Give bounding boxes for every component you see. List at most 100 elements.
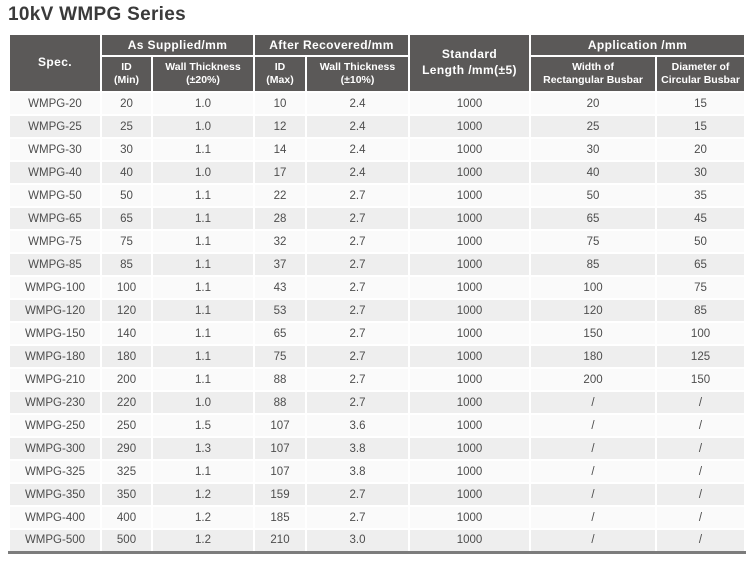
spec-table: Spec. As Supplied/mm After Recovered/mm … [8, 33, 747, 554]
table-row: WMPG-500 500 1.2 210 3.0 1000// [8, 528, 747, 553]
cell-standard_length: 1000 [408, 482, 532, 507]
cell-wall_thickness_10: 2.7 [304, 275, 411, 300]
cell-diameter_circular_busbar: 50 [655, 229, 747, 254]
cell-wall_thickness_10: 2.7 [304, 206, 411, 231]
cell-diameter_circular_busbar: / [655, 390, 747, 415]
wt20-line2: (±20%) [186, 74, 220, 86]
cell-width_rectangular_busbar: 65 [529, 206, 658, 231]
cell-wall_thickness_10: 2.4 [304, 137, 411, 162]
cell-wall_thickness_20: 1.3 [151, 436, 255, 461]
cell-id_max: 53 [253, 298, 307, 323]
cell-diameter_circular_busbar: 15 [655, 91, 747, 116]
standard-length-line2: Length /mm(±5) [422, 63, 517, 77]
width-rect-line1: Width of [572, 60, 614, 73]
cell-wall_thickness_10: 2.7 [304, 390, 411, 415]
cell-spec: WMPG-180 [8, 344, 102, 369]
cell-wall_thickness_10: 2.7 [304, 183, 411, 208]
cell-wall_thickness_20: 1.0 [151, 91, 255, 116]
table-row: WMPG-230 220 1.0 88 2.7 1000// [8, 390, 747, 415]
cell-id_min: 250 [100, 413, 153, 438]
cell-wall_thickness_20: 1.1 [151, 367, 255, 392]
cell-standard_length: 1000 [408, 229, 532, 254]
cell-id_min: 100 [100, 275, 153, 300]
cell-id_max: 14 [253, 137, 307, 162]
cell-id_max: 32 [253, 229, 307, 254]
cell-spec: WMPG-500 [8, 528, 102, 553]
cell-wall_thickness_10: 2.7 [304, 367, 411, 392]
cell-diameter_circular_busbar: 85 [655, 298, 747, 323]
table-row: WMPG-50 50 1.1 22 2.7 1000 50 35 [8, 183, 747, 208]
cell-id_min: 400 [100, 505, 153, 530]
table-body: WMPG-20 20 1.0 10 2.4 1000 20 15 WMPG-25 25 1.0 12 2… [8, 91, 747, 553]
cell-standard_length: 1000 [408, 298, 532, 323]
col-header-diameter-circular-busbar: Diameter of Circular Busbar [655, 55, 747, 93]
cell-id_min: 140 [100, 321, 153, 346]
cell-spec: WMPG-210 [8, 367, 102, 392]
cell-wall_thickness_10: 2.7 [304, 229, 411, 254]
cell-id_max: 22 [253, 183, 307, 208]
cell-standard_length: 1000 [408, 160, 532, 185]
cell-wall_thickness_20: 1.2 [151, 528, 255, 553]
cell-wall_thickness_10: 2.4 [304, 91, 411, 116]
cell-wall_thickness_20: 1.2 [151, 505, 255, 530]
dia-circ-line1: Diameter of [671, 60, 730, 73]
cell-standard_length: 1000 [408, 459, 532, 484]
cell-wall_thickness_20: 1.0 [151, 390, 255, 415]
cell-width_rectangular_busbar: / [529, 413, 658, 438]
cell-id_max: 65 [253, 321, 307, 346]
cell-id_min: 40 [100, 160, 153, 185]
cell-wall_thickness_20: 1.5 [151, 413, 255, 438]
cell-id_min: 500 [100, 528, 153, 553]
col-header-id-max: ID (Max) [253, 55, 307, 93]
cell-wall_thickness_10: 2.7 [304, 344, 411, 369]
cell-wall_thickness_20: 1.1 [151, 252, 255, 277]
cell-wall_thickness_20: 1.1 [151, 275, 255, 300]
cell-standard_length: 1000 [408, 413, 532, 438]
cell-wall_thickness_10: 2.7 [304, 298, 411, 323]
cell-diameter_circular_busbar: / [655, 436, 747, 461]
cell-spec: WMPG-400 [8, 505, 102, 530]
wt20-line1: Wall Thickness [165, 60, 241, 73]
cell-wall_thickness_20: 1.1 [151, 321, 255, 346]
cell-standard_length: 1000 [408, 505, 532, 530]
wt10-line2: (±10%) [340, 74, 375, 86]
cell-width_rectangular_busbar: 30 [529, 137, 658, 162]
cell-id_max: 75 [253, 344, 307, 369]
col-header-wall-thickness-10: Wall Thickness (±10%) [304, 55, 411, 93]
cell-id_max: 210 [253, 528, 307, 553]
cell-width_rectangular_busbar: 40 [529, 160, 658, 185]
header-sub-row: ID (Min) Wall Thickness (±20%) ID (Max) … [9, 55, 747, 93]
table-row: WMPG-180 180 1.1 75 2.7 1000 180 125 [8, 344, 747, 369]
id-min-line2: (Min) [113, 74, 140, 86]
table-row: WMPG-120 120 1.1 53 2.7 1000 120 85 [8, 298, 747, 323]
cell-wall_thickness_10: 2.4 [304, 160, 411, 185]
cell-id_max: 28 [253, 206, 307, 231]
cell-id_min: 120 [100, 298, 153, 323]
col-header-width-rectangular-busbar: Width of Rectangular Busbar [529, 55, 658, 93]
cell-wall_thickness_20: 1.1 [151, 459, 255, 484]
cell-wall_thickness_10: 2.7 [304, 482, 411, 507]
cell-id_min: 200 [100, 367, 153, 392]
cell-wall_thickness_20: 1.1 [151, 183, 255, 208]
cell-spec: WMPG-65 [8, 206, 102, 231]
cell-id_min: 20 [100, 91, 153, 116]
cell-wall_thickness_20: 1.0 [151, 160, 255, 185]
cell-diameter_circular_busbar: / [655, 459, 747, 484]
cell-spec: WMPG-300 [8, 436, 102, 461]
cell-wall_thickness_20: 1.1 [151, 137, 255, 162]
cell-diameter_circular_busbar: 30 [655, 160, 747, 185]
cell-diameter_circular_busbar: 35 [655, 183, 747, 208]
cell-id_min: 350 [100, 482, 153, 507]
cell-width_rectangular_busbar: 75 [529, 229, 658, 254]
col-header-standard-length: Standard Length /mm(±5) [408, 33, 532, 93]
cell-width_rectangular_busbar: / [529, 528, 658, 553]
cell-diameter_circular_busbar: 125 [655, 344, 747, 369]
cell-wall_thickness_20: 1.1 [151, 229, 255, 254]
cell-spec: WMPG-250 [8, 413, 102, 438]
cell-id_min: 220 [100, 390, 153, 415]
table-row: WMPG-250 250 1.5 107 3.6 1000// [8, 413, 747, 438]
cell-spec: WMPG-25 [8, 114, 102, 139]
cell-width_rectangular_busbar: 20 [529, 91, 658, 116]
cell-standard_length: 1000 [408, 367, 532, 392]
cell-spec: WMPG-40 [8, 160, 102, 185]
